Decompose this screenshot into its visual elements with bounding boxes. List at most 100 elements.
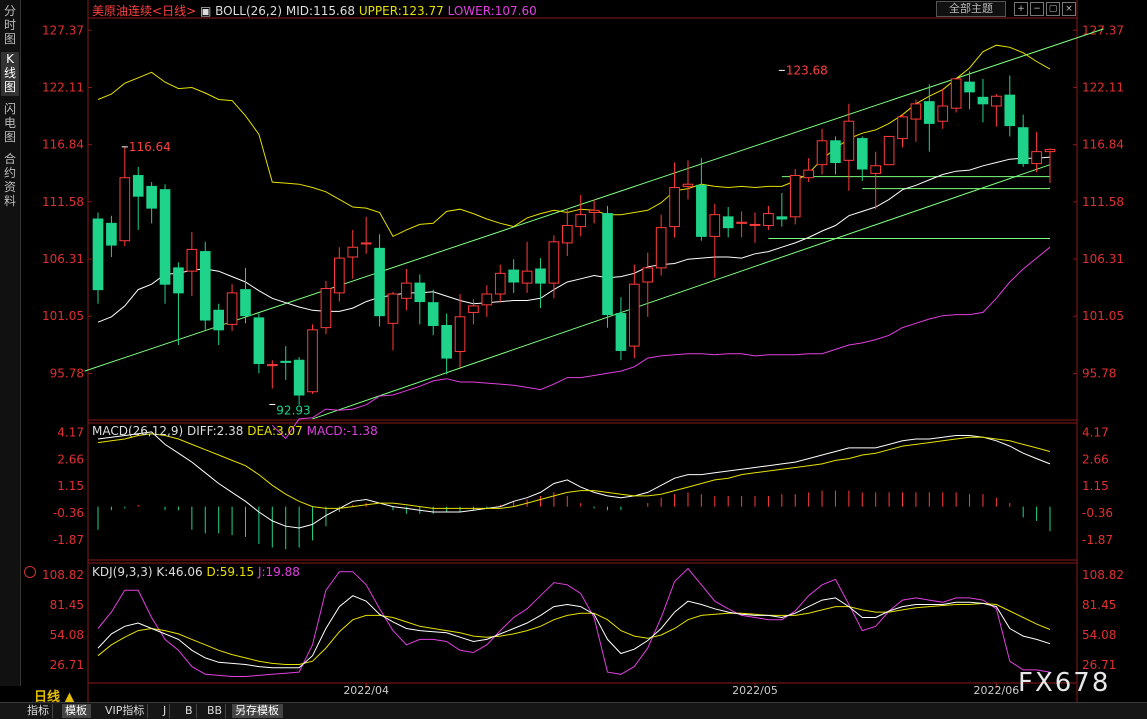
candle-body: [347, 246, 359, 258]
candle-body: [307, 329, 318, 393]
candle-body: [588, 209, 600, 213]
candle-body: [669, 186, 680, 228]
tab-vip-indicators[interactable]: VIP指标: [102, 704, 149, 718]
candle-body: [642, 267, 654, 283]
candle-body: [374, 247, 385, 317]
candle-body: [964, 81, 975, 93]
sidebar-tab-flash[interactable]: 闪电图: [3, 102, 16, 144]
extreme-label: 123.68: [786, 63, 828, 77]
macd-value: MACD:-1.38: [306, 424, 378, 438]
price-axis-label-right: 111.58: [1082, 195, 1124, 209]
candle-body: [883, 135, 895, 166]
candle-body: [521, 270, 533, 284]
panel-frame: [87, 562, 1078, 684]
candle-body: [749, 223, 761, 226]
candle-body: [1044, 148, 1056, 153]
macd-axis-label-left: 1.15: [57, 479, 84, 493]
kdj-j-line: [97, 567, 1051, 677]
candle-body: [1004, 94, 1016, 127]
tab-bb[interactable]: BB: [204, 704, 227, 718]
price-axis-label-right: 127.37: [1082, 23, 1124, 37]
kdj-j: J:19.88: [257, 565, 300, 579]
sidebar-tab-contract-info[interactable]: 合约资料: [3, 152, 16, 208]
candle-body: [494, 272, 506, 295]
candle-body: [186, 248, 198, 272]
candle-body: [1017, 127, 1029, 165]
subtract-icon[interactable]: −: [1030, 2, 1044, 16]
candle-body: [414, 282, 426, 303]
period-selector[interactable]: 日线 ▲: [34, 690, 75, 705]
candle-body: [803, 169, 814, 179]
kdj-axis-label-right: 54.08: [1082, 628, 1116, 642]
close-icon[interactable]: ×: [1062, 2, 1076, 16]
panel-frame: [87, 422, 1078, 561]
candle-body: [548, 241, 560, 284]
macd-axis-label-right: 1.15: [1082, 479, 1109, 493]
kdj-k: K:46.06: [156, 565, 203, 579]
sidebar-tab-kline[interactable]: K线图: [1, 52, 19, 96]
macd-axis-label-right: 4.17: [1082, 425, 1109, 439]
candle-body: [816, 140, 828, 166]
candle-body: [991, 95, 1002, 107]
candle-body: [401, 282, 412, 299]
kdj-axis-label-right: 81.45: [1082, 598, 1116, 612]
candle-body: [320, 288, 332, 329]
kdj-label: KDJ(9,3,3): [92, 565, 153, 579]
candle-body: [481, 293, 493, 306]
candle-body: [535, 268, 546, 284]
theme-select-button[interactable]: 全部主题: [936, 1, 1006, 17]
price-axis-label-right: 106.31: [1082, 252, 1124, 266]
date-axis-label: 2022/05: [732, 684, 778, 697]
price-axis-label-right: 101.05: [1082, 309, 1124, 323]
macd-axis-label-left: -1.87: [53, 533, 84, 547]
indicator-settings-icon[interactable]: ▣: [199, 4, 212, 18]
price-axis-label-left: 127.37: [42, 23, 84, 37]
boll-lower-line: [271, 246, 1051, 440]
candle-body: [923, 101, 935, 124]
candle-body: [789, 175, 801, 218]
boll-upper-line: [97, 44, 1051, 238]
extreme-label: 92.93: [276, 403, 310, 417]
tab-save-template[interactable]: 另存模板: [232, 704, 283, 718]
price-axis-label-right: 116.84: [1082, 138, 1124, 152]
candle-body: [132, 175, 144, 197]
bottom-toolbar: 指标 模板 VIP指标 J B BB 另存模板: [0, 702, 1147, 719]
candle-body: [602, 213, 613, 316]
boll-mid: MID:115.68: [285, 4, 356, 18]
tab-templates[interactable]: 模板: [62, 704, 91, 718]
candle-body: [92, 218, 104, 291]
candle-body: [427, 302, 439, 326]
kdj-d: D:59.15: [206, 565, 255, 579]
tab-b[interactable]: B: [182, 704, 197, 718]
candle-body: [950, 78, 962, 109]
kdj-header: KDJ(9,3,3) K:46.06 D:59.15 J:19.88: [92, 565, 300, 579]
macd-axis-label-right: -0.36: [1082, 506, 1113, 520]
kdj-axis-label-left: 54.08: [50, 628, 84, 642]
kdj-axis-label-left: 26.71: [50, 658, 84, 672]
candle-body: [856, 138, 868, 170]
instrument-title: 美原油连续: [92, 4, 153, 18]
candle-body: [146, 185, 157, 209]
macd-axis-label-left: 2.66: [57, 452, 84, 466]
candle-body: [655, 227, 667, 269]
boll-mid-line: [97, 156, 1051, 323]
candle-body: [454, 316, 466, 353]
candle-body: [441, 324, 452, 359]
price-axis-label-left: 111.58: [42, 195, 84, 209]
kdj-settings-icon[interactable]: [24, 566, 36, 578]
tab-j[interactable]: J: [160, 704, 171, 718]
price-axis-label-right: 95.78: [1082, 366, 1116, 380]
period-tag: <日线>: [152, 4, 197, 18]
date-axis-label: 2022/06: [974, 684, 1020, 697]
maximize-icon[interactable]: ▢: [1046, 2, 1060, 16]
candle-body: [508, 269, 519, 283]
chart-header: 美原油连续<日线> ▣ BOLL(26,2) MID:115.68 UPPER:…: [92, 2, 537, 19]
tab-indicators[interactable]: 指标: [24, 704, 53, 718]
candle-body: [736, 221, 747, 224]
price-axis-label-left: 116.84: [42, 138, 84, 152]
price-axis-label-left: 106.31: [42, 252, 84, 266]
add-icon[interactable]: +: [1014, 2, 1028, 16]
kdj-axis-label-left: 108.82: [42, 568, 84, 582]
sidebar-tab-timeshare[interactable]: 分时图: [3, 4, 16, 46]
candle-body: [213, 309, 225, 331]
